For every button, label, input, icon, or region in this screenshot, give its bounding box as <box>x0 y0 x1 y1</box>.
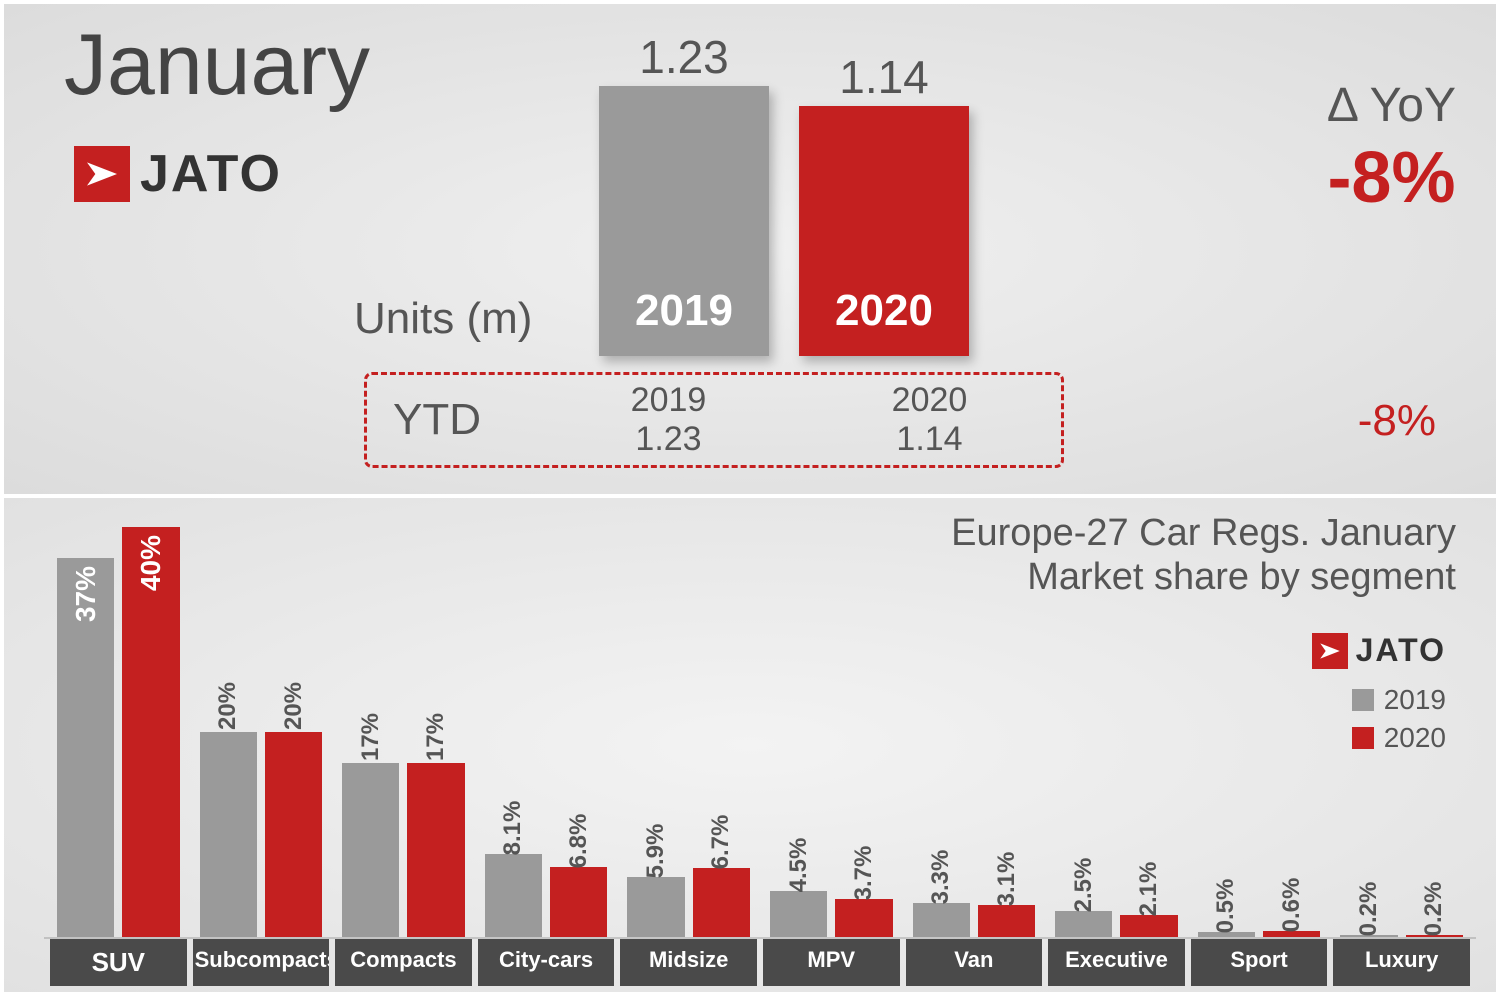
segment-axis-label: Midsize <box>620 939 757 986</box>
segment-bar-2020-label: 6.8% <box>565 814 593 869</box>
segment-bar-2020-label: 40% <box>135 535 167 591</box>
jato-logo-icon <box>74 146 130 202</box>
segment-bar-2020: 0.6% <box>1263 931 1320 937</box>
segment-axis-label: City-cars <box>478 939 615 986</box>
segment-group: 37% 40% <box>50 527 187 937</box>
ytd-title: YTD <box>393 395 513 445</box>
segment-bar-2020-label: 17% <box>422 713 450 761</box>
segment-bar-2020-label: 3.1% <box>993 852 1021 907</box>
title-month: January <box>64 16 370 115</box>
segment-bar-2019-label: 3.3% <box>927 850 955 905</box>
segment-bar-2020: 17% <box>407 763 464 937</box>
segment-bar-2020-label: 0.2% <box>1420 882 1448 937</box>
segment-bar-2019-label: 0.5% <box>1212 879 1240 934</box>
ytd-box: YTD 2019 1.23 2020 1.14 <box>364 372 1064 468</box>
jato-logo-top: JATO <box>74 144 282 204</box>
yoy-block: Δ YoY -8% <box>1327 78 1456 219</box>
segment-bar-2019-label: 0.2% <box>1355 882 1383 937</box>
segment-bar-2020-label: 0.6% <box>1278 878 1306 933</box>
top-bar-2020-value: 1.14 <box>799 50 969 104</box>
jato-logo-text: JATO <box>140 144 282 204</box>
segment-group: 4.5%3.7% <box>763 891 900 937</box>
segment-bars: 37%40%20%20%17%17%8.1%6.8%5.9%6.7%4.5%3.… <box>44 529 1476 939</box>
segment-bar-2019: 5.9% <box>627 877 684 937</box>
ytd-col-2019-year: 2019 <box>563 381 774 420</box>
segment-group: 2.5% 2.1% <box>1048 911 1185 937</box>
segment-group: 3.3%3.1% <box>906 903 1043 937</box>
segment-bar-2019: 37% <box>57 558 114 937</box>
segment-bar-2019-label: 20% <box>214 682 242 730</box>
segment-bar-2019-label: 5.9% <box>642 823 670 878</box>
segment-bar-2020: 20% <box>265 732 322 937</box>
segment-bar-2020: 6.7% <box>693 868 750 937</box>
ytd-col-2019-value: 1.23 <box>563 420 774 459</box>
segment-bar-2019: 3.3% <box>913 903 970 937</box>
segment-chart: 37%40%20%20%17%17%8.1%6.8%5.9%6.7%4.5%3.… <box>44 529 1476 986</box>
top-bar-2020-year: 2020 <box>835 286 933 356</box>
segment-bar-2019-label: 2.5% <box>1070 858 1098 913</box>
segment-bar-2020: 3.1% <box>978 905 1035 937</box>
segment-bar-2019-label: 4.5% <box>785 838 813 893</box>
segment-axis-label: Sport <box>1191 939 1328 986</box>
segment-axis-label: Van <box>906 939 1043 986</box>
yoy-value: -8% <box>1327 137 1456 219</box>
top-bar-2020: 1.14 2020 <box>799 106 969 356</box>
segment-bar-2019: 20% <box>200 732 257 937</box>
segment-axis: SUVSubcompactsCompactsCity-carsMidsizeMP… <box>44 939 1476 986</box>
segment-axis-label: Luxury <box>1333 939 1470 986</box>
segment-bar-2019: 0.5% <box>1198 932 1255 937</box>
segment-bar-2019: 8.1% <box>485 854 542 937</box>
top-bar-2019-value: 1.23 <box>599 30 769 84</box>
segment-group: 5.9%6.7% <box>620 868 757 937</box>
segment-group: 8.1%6.8% <box>478 854 615 937</box>
ytd-col-2019: 2019 1.23 <box>563 381 774 459</box>
top-bar-2019-year: 2019 <box>635 286 733 356</box>
ytd-col-2020-year: 2020 <box>824 381 1035 420</box>
segment-bar-2020-label: 3.7% <box>850 846 878 901</box>
segment-bar-2020: 2.1% <box>1120 915 1177 937</box>
segment-bar-2019-label: 17% <box>357 713 385 761</box>
segment-bar-2019: 17% <box>342 763 399 937</box>
yoy-label: Δ YoY <box>1327 78 1456 133</box>
top-bar-2019: 1.23 2019 <box>599 86 769 356</box>
segment-bar-2019-label: 8.1% <box>499 801 527 856</box>
segment-axis-label: Compacts <box>335 939 472 986</box>
segment-bar-2020: 0.2% <box>1406 935 1463 937</box>
segment-axis-label: SUV <box>50 939 187 986</box>
segment-bar-2020-label: 6.7% <box>707 815 735 870</box>
units-label: Units (m) <box>354 294 532 344</box>
segment-group: 20%20% <box>193 732 330 937</box>
segment-bar-2020: 40% <box>122 527 179 937</box>
segment-bar-2020: 3.7% <box>835 899 892 937</box>
top-bar-chart: 1.23 2019 1.14 2020 <box>599 86 969 356</box>
segment-bar-2020-label: 20% <box>280 682 308 730</box>
segment-group: 17%17% <box>335 763 472 937</box>
ytd-side-value: -8% <box>1358 396 1436 446</box>
segment-axis-label: Executive <box>1048 939 1185 986</box>
ytd-col-2020-value: 1.14 <box>824 420 1035 459</box>
segment-bar-2020-label: 2.1% <box>1135 862 1163 917</box>
segment-axis-label: Subcompacts <box>193 939 330 986</box>
ytd-col-2020: 2020 1.14 <box>824 381 1035 459</box>
segment-bar-2019: 4.5% <box>770 891 827 937</box>
segment-bar-2020: 6.8% <box>550 867 607 937</box>
segment-bar-2019: 2.5% <box>1055 911 1112 937</box>
segment-axis-label: MPV <box>763 939 900 986</box>
segment-bar-2019-label: 37% <box>70 566 102 622</box>
top-panel: January JATO Units (m) 1.23 2019 1.14 20… <box>0 0 1500 496</box>
segment-bar-2019: 0.2% <box>1340 935 1397 937</box>
segment-group: 0.5% 0.6% <box>1191 931 1328 937</box>
bottom-panel: Europe-27 Car Regs. January Market share… <box>0 496 1500 996</box>
segment-group: 0.2% 0.2% <box>1333 935 1470 937</box>
